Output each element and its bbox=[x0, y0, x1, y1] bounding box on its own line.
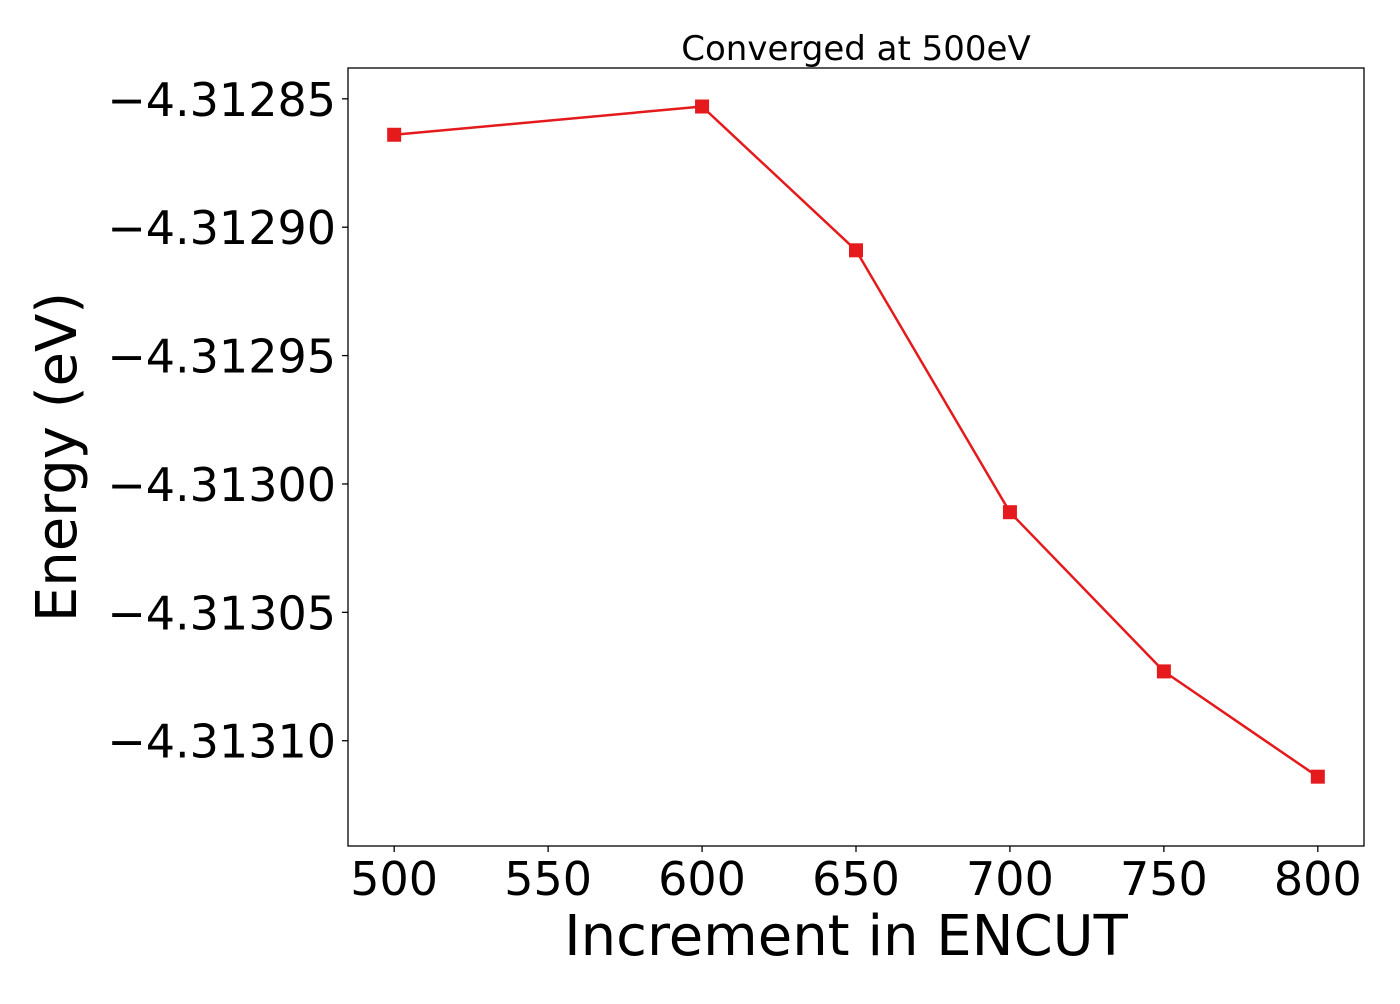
y-tick-label: −4.31310 bbox=[107, 715, 336, 769]
series-line bbox=[394, 105, 1319, 778]
x-tick-label: 650 bbox=[812, 852, 900, 906]
x-tick-label: 500 bbox=[350, 852, 438, 906]
y-tick-label: −4.31305 bbox=[107, 586, 336, 640]
y-tick-label: −4.31290 bbox=[107, 201, 336, 255]
data-point-marker bbox=[1156, 664, 1171, 679]
x-tick-label: 550 bbox=[504, 852, 592, 906]
x-tick-label: 700 bbox=[966, 852, 1054, 906]
data-point-marker bbox=[1310, 769, 1325, 784]
axis-ticks: 500 550 600 650 700 750 800 −4.31285 −4.31290 −4.… bbox=[107, 73, 1361, 906]
y-tick-label: −4.31300 bbox=[107, 458, 336, 512]
x-axis-title: Increment in ENCUT bbox=[564, 904, 1129, 969]
data-point-marker bbox=[695, 99, 710, 114]
y-tick-label: −4.31295 bbox=[107, 330, 336, 384]
y-axis-title: Energy (eV) bbox=[25, 292, 90, 622]
data-point-marker bbox=[387, 127, 402, 142]
x-tick-label: 600 bbox=[658, 852, 746, 906]
chart-title: Converged at 500eV bbox=[681, 29, 1030, 69]
series-layer bbox=[387, 99, 1325, 784]
plot-frame bbox=[347, 67, 1365, 847]
data-point-marker bbox=[849, 243, 863, 258]
x-tick-label: 750 bbox=[1120, 852, 1208, 906]
data-point-marker bbox=[1002, 505, 1017, 520]
y-tick-label: −4.31285 bbox=[107, 73, 336, 127]
x-tick-label: 800 bbox=[1274, 852, 1362, 906]
